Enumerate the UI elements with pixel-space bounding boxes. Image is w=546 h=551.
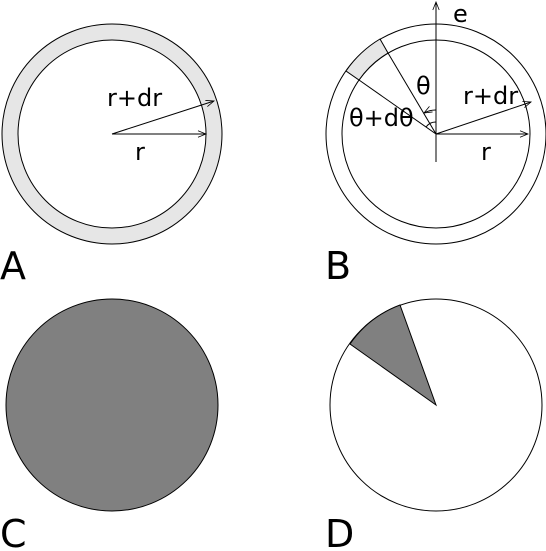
panel-b-theta-label: θ xyxy=(416,72,431,100)
panel-b-outer-radius-arrow xyxy=(435,102,531,135)
panel-b-inner-radius-label: r xyxy=(481,138,491,166)
panel-c: C xyxy=(0,298,219,551)
panel-a-inner-radius-label: r xyxy=(135,138,145,166)
panel-d-label: D xyxy=(325,512,354,551)
panel-a-annulus xyxy=(1,23,223,245)
panel-b-ray-theta xyxy=(387,52,437,135)
panel-a: r+dr r A xyxy=(0,23,223,288)
panel-b-theta-dtheta-label: θ+dθ xyxy=(349,104,414,132)
panel-b-theta-arc xyxy=(424,110,437,113)
panel-b: e θ θ+dθ r+dr r B xyxy=(325,0,546,288)
panel-b-outer-radius-label: r+dr xyxy=(463,82,518,110)
panel-a-outer-radius-label: r+dr xyxy=(107,84,162,112)
panel-b-label: B xyxy=(325,244,351,288)
panel-d-sector xyxy=(349,304,438,407)
panel-a-label: A xyxy=(0,244,26,288)
panel-a-outer-radius-arrow xyxy=(111,101,214,135)
panel-d: D xyxy=(325,298,543,551)
panel-b-theta-dtheta-arc xyxy=(425,121,437,128)
panel-b-ray-theta-dtheta xyxy=(358,79,437,135)
panel-c-disk xyxy=(5,298,219,512)
panel-b-axis-label: e xyxy=(453,0,468,28)
panel-b-annulus-segment xyxy=(345,38,389,81)
panel-c-label: C xyxy=(0,512,27,551)
